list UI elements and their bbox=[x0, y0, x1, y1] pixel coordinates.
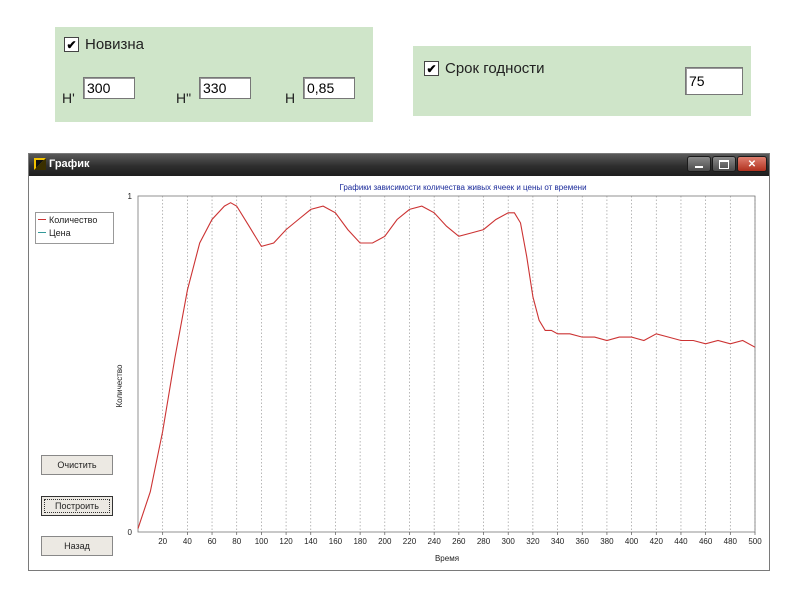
srok-checkbox[interactable]: ✔ bbox=[424, 61, 439, 76]
x-tick-label: 280 bbox=[477, 537, 491, 546]
x-tick-label: 20 bbox=[158, 537, 167, 546]
x-tick-label: 380 bbox=[600, 537, 614, 546]
novizna-panel: ✔ Новизна H' H" H bbox=[55, 27, 373, 122]
y-tick-label: 0 bbox=[128, 528, 133, 537]
back-button[interactable]: Назад bbox=[41, 536, 113, 556]
title-bar[interactable]: График ✕ bbox=[29, 154, 769, 176]
x-tick-label: 240 bbox=[427, 537, 441, 546]
window-title: График bbox=[49, 158, 90, 170]
minimize-icon bbox=[695, 166, 703, 168]
chart: Графики зависимости количества живых яче… bbox=[115, 183, 762, 563]
x-tick-label: 480 bbox=[724, 537, 738, 546]
y-tick-label: 1 bbox=[128, 192, 133, 201]
x-tick-label: 200 bbox=[378, 537, 392, 546]
plot-frame bbox=[137, 195, 756, 533]
x-tick-label: 60 bbox=[208, 537, 217, 546]
graph-window: График ✕ Количество Цена Очистить Постро… bbox=[28, 153, 770, 571]
novizna-label: Новизна bbox=[85, 36, 145, 53]
h1-label: H' bbox=[62, 90, 75, 106]
x-tick-label: 100 bbox=[255, 537, 269, 546]
x-tick-label: 420 bbox=[650, 537, 664, 546]
x-axis-label: Время bbox=[435, 554, 459, 563]
x-tick-label: 80 bbox=[232, 537, 241, 546]
legend-item-quantity: Количество bbox=[36, 213, 113, 226]
x-tick-label: 260 bbox=[452, 537, 466, 546]
x-tick-label: 440 bbox=[674, 537, 688, 546]
srok-label: Срок годности bbox=[445, 60, 545, 77]
x-tick-label: 460 bbox=[699, 537, 713, 546]
x-tick-label: 400 bbox=[625, 537, 639, 546]
clear-button[interactable]: Очистить bbox=[41, 455, 113, 475]
app-icon bbox=[34, 158, 46, 170]
legend-price-swatch bbox=[38, 232, 46, 233]
x-tick-label: 40 bbox=[183, 537, 192, 546]
x-tick-label: 360 bbox=[576, 537, 590, 546]
h-field[interactable] bbox=[303, 77, 355, 99]
h2-field[interactable] bbox=[199, 77, 251, 99]
novizna-checkbox-row[interactable]: ✔ Новизна bbox=[64, 36, 144, 53]
x-tick-label: 340 bbox=[551, 537, 565, 546]
x-tick-label: 180 bbox=[353, 537, 367, 546]
x-tick-label: 160 bbox=[329, 537, 343, 546]
srok-checkbox-row[interactable]: ✔ Срок годности bbox=[424, 60, 545, 77]
chart-legend: Количество Цена bbox=[35, 212, 114, 244]
legend-item-price: Цена bbox=[36, 226, 113, 239]
x-tick-label: 120 bbox=[279, 537, 293, 546]
x-tick-label: 320 bbox=[526, 537, 540, 546]
h2-label: H" bbox=[176, 90, 192, 106]
x-tick-label: 220 bbox=[403, 537, 417, 546]
legend-quantity-swatch bbox=[38, 219, 46, 220]
x-tick-label: 300 bbox=[502, 537, 516, 546]
minimize-button[interactable] bbox=[687, 156, 711, 172]
x-tick-label: 500 bbox=[748, 537, 762, 546]
x-tick-label: 140 bbox=[304, 537, 318, 546]
legend-price-label: Цена bbox=[49, 227, 71, 238]
novizna-checkbox[interactable]: ✔ bbox=[64, 37, 79, 52]
close-icon: ✕ bbox=[747, 158, 757, 170]
maximize-icon bbox=[719, 159, 729, 169]
legend-quantity-label: Количество bbox=[49, 214, 98, 225]
h-label: H bbox=[285, 90, 296, 106]
maximize-button[interactable] bbox=[712, 156, 736, 172]
close-button[interactable]: ✕ bbox=[737, 156, 767, 172]
srok-panel: ✔ Срок годности bbox=[413, 46, 751, 116]
h1-field[interactable] bbox=[83, 77, 135, 99]
build-button[interactable]: Построить bbox=[41, 496, 113, 516]
chart-title: Графики зависимости количества живых яче… bbox=[339, 183, 586, 192]
y-axis-label: Количество bbox=[115, 364, 124, 408]
series-line bbox=[137, 202, 756, 529]
srok-field[interactable] bbox=[685, 67, 743, 95]
